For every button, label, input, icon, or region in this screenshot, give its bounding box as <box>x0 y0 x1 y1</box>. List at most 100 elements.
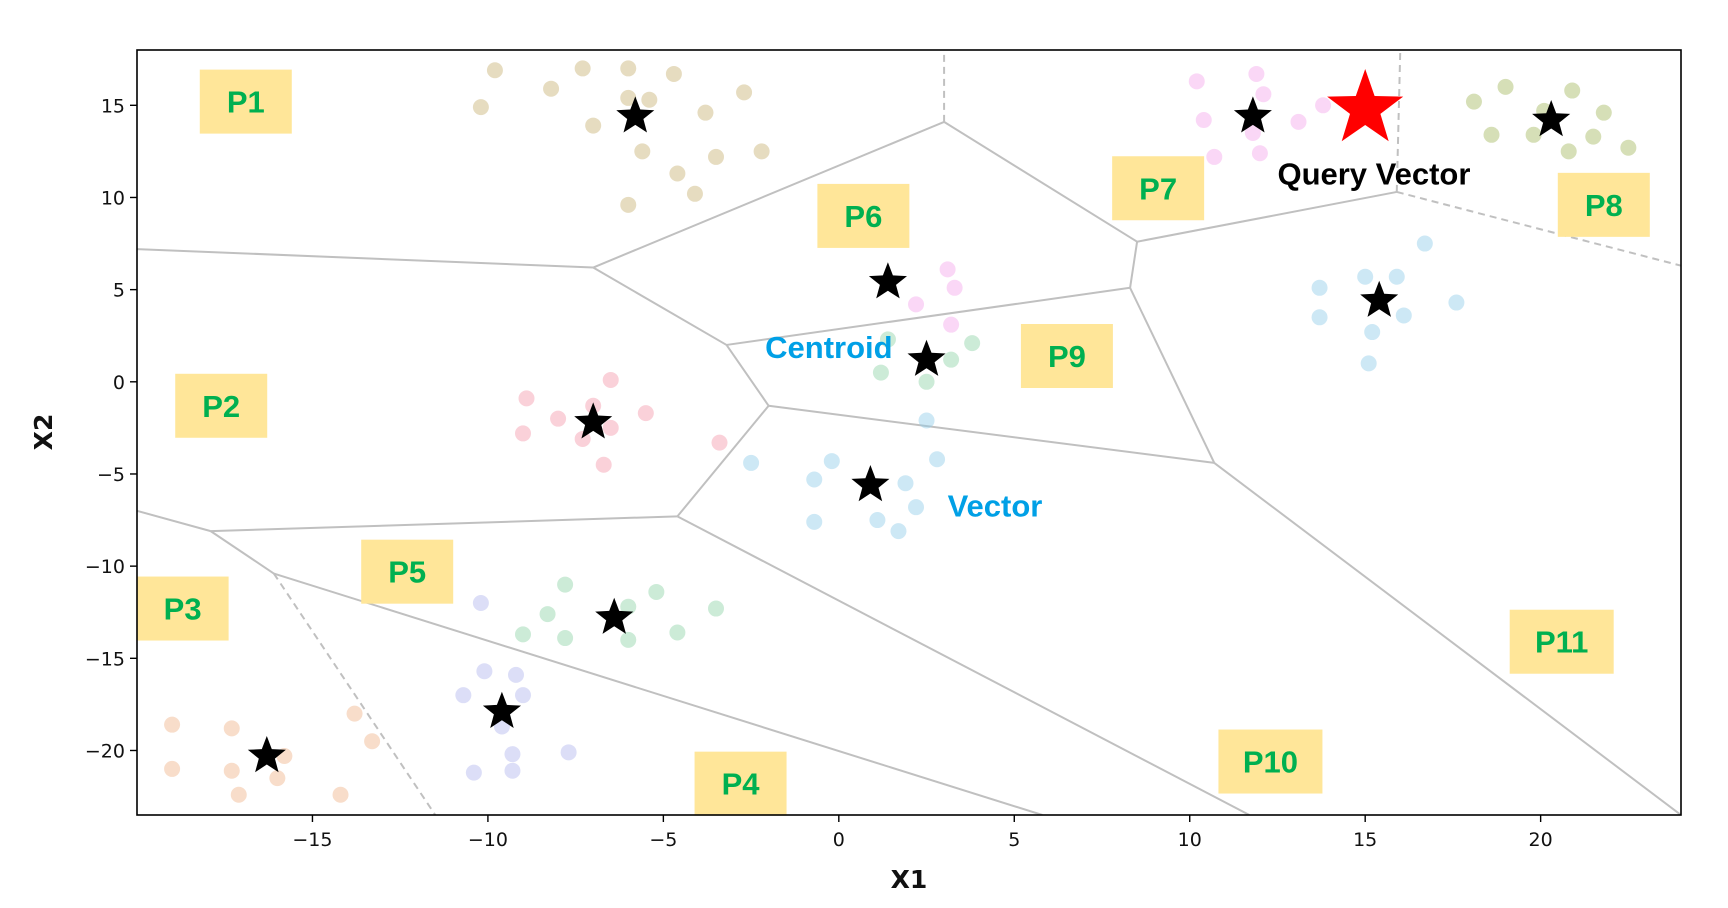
data-point <box>1585 128 1602 145</box>
y-axis-label: X2 <box>29 414 58 451</box>
y-tick-label: 0 <box>113 372 125 394</box>
centroid-star <box>1233 96 1272 133</box>
region-label-box <box>694 751 787 816</box>
data-point <box>918 373 935 390</box>
data-point <box>964 335 981 352</box>
data-point <box>708 600 724 617</box>
x-tick-label: 20 <box>1529 829 1553 851</box>
data-point <box>515 626 531 643</box>
data-point <box>472 99 489 116</box>
y-tick-label: 5 <box>113 280 125 302</box>
region-label: P7 <box>1139 171 1177 206</box>
data-point <box>595 456 612 473</box>
centroid-star <box>1360 280 1399 317</box>
data-point <box>550 410 567 427</box>
x-tick-label: 10 <box>1178 829 1202 851</box>
data-point <box>908 499 925 516</box>
region-label: P2 <box>202 389 240 424</box>
cluster-points <box>164 60 1637 803</box>
region-label: P1 <box>227 85 265 120</box>
voronoi-edge <box>676 515 1250 815</box>
region-label: P8 <box>1585 188 1623 223</box>
data-point <box>332 786 349 803</box>
region-label-box <box>1557 172 1650 237</box>
centroid-star <box>247 736 286 773</box>
region-label: P3 <box>164 592 202 627</box>
region-label-box <box>361 539 454 604</box>
region-label: P10 <box>1243 745 1298 780</box>
voronoi-edge <box>592 120 945 269</box>
y-tick-label: −5 <box>97 464 125 486</box>
centroid-star <box>1532 100 1571 137</box>
data-point <box>1360 355 1377 372</box>
y-tick-label: 15 <box>101 95 125 117</box>
voronoi-edge <box>1136 190 1397 243</box>
data-point <box>223 720 240 737</box>
query-vector-star <box>1327 69 1404 142</box>
data-point <box>1395 307 1412 324</box>
region-label-box <box>136 576 229 641</box>
data-point <box>476 663 493 680</box>
data-point <box>1290 113 1307 130</box>
data-point <box>1195 112 1212 129</box>
data-point <box>602 419 619 436</box>
data-point <box>1244 124 1261 141</box>
region-label: P4 <box>722 767 761 802</box>
data-point <box>890 523 907 540</box>
voronoi-edge <box>1129 287 1216 464</box>
data-point <box>929 451 946 468</box>
region-label-box <box>1509 609 1614 674</box>
data-point <box>1620 139 1637 156</box>
data-point <box>648 583 665 600</box>
voronoi-edge <box>943 121 1138 243</box>
data-point <box>557 630 574 647</box>
data-point <box>504 762 521 779</box>
annotation-label: Query Vector <box>1277 157 1470 192</box>
region-label-box <box>199 69 292 134</box>
voronoi-edge-dashed <box>273 572 437 815</box>
data-point <box>465 764 482 781</box>
y-tick-label: −10 <box>85 556 125 578</box>
data-point <box>743 454 760 471</box>
data-point <box>879 331 896 348</box>
data-point <box>515 425 531 442</box>
data-point <box>1595 104 1612 121</box>
x-tick-label: −15 <box>292 829 332 851</box>
annotation-label: Vector <box>948 488 1043 523</box>
voronoi-edge <box>137 509 211 533</box>
data-point <box>539 606 556 623</box>
voronoi-edge-dashed <box>1396 190 1681 267</box>
data-point <box>665 65 682 82</box>
data-point <box>1206 148 1223 165</box>
data-point <box>230 786 247 803</box>
x-tick-label: 15 <box>1353 829 1377 851</box>
data-point <box>486 62 503 79</box>
x-axis-label: X1 <box>891 865 928 894</box>
data-point <box>472 595 489 612</box>
data-point <box>504 746 521 763</box>
data-point <box>515 687 531 704</box>
data-point <box>669 624 686 641</box>
data-point <box>164 760 181 777</box>
data-point <box>269 770 286 787</box>
region-label: P5 <box>388 555 426 590</box>
x-tick-label: −10 <box>468 829 508 851</box>
data-point <box>1311 279 1328 296</box>
centroid-star <box>868 262 907 299</box>
data-point <box>1251 145 1268 162</box>
annotations: Centroid Vector Query Vector <box>765 157 1470 524</box>
x-tick-label: 5 <box>1008 829 1020 851</box>
data-point <box>943 316 960 333</box>
data-point <box>1248 65 1265 82</box>
region-label: P11 <box>1535 625 1588 660</box>
data-point <box>946 279 963 296</box>
voronoi-edge <box>676 405 770 518</box>
data-point <box>736 84 753 101</box>
data-point <box>1255 86 1272 103</box>
voronoi-edge <box>210 515 678 533</box>
data-point <box>346 705 363 722</box>
region-label-box <box>1112 156 1205 221</box>
voronoi-edge <box>210 530 275 575</box>
centroid-star <box>595 597 634 634</box>
